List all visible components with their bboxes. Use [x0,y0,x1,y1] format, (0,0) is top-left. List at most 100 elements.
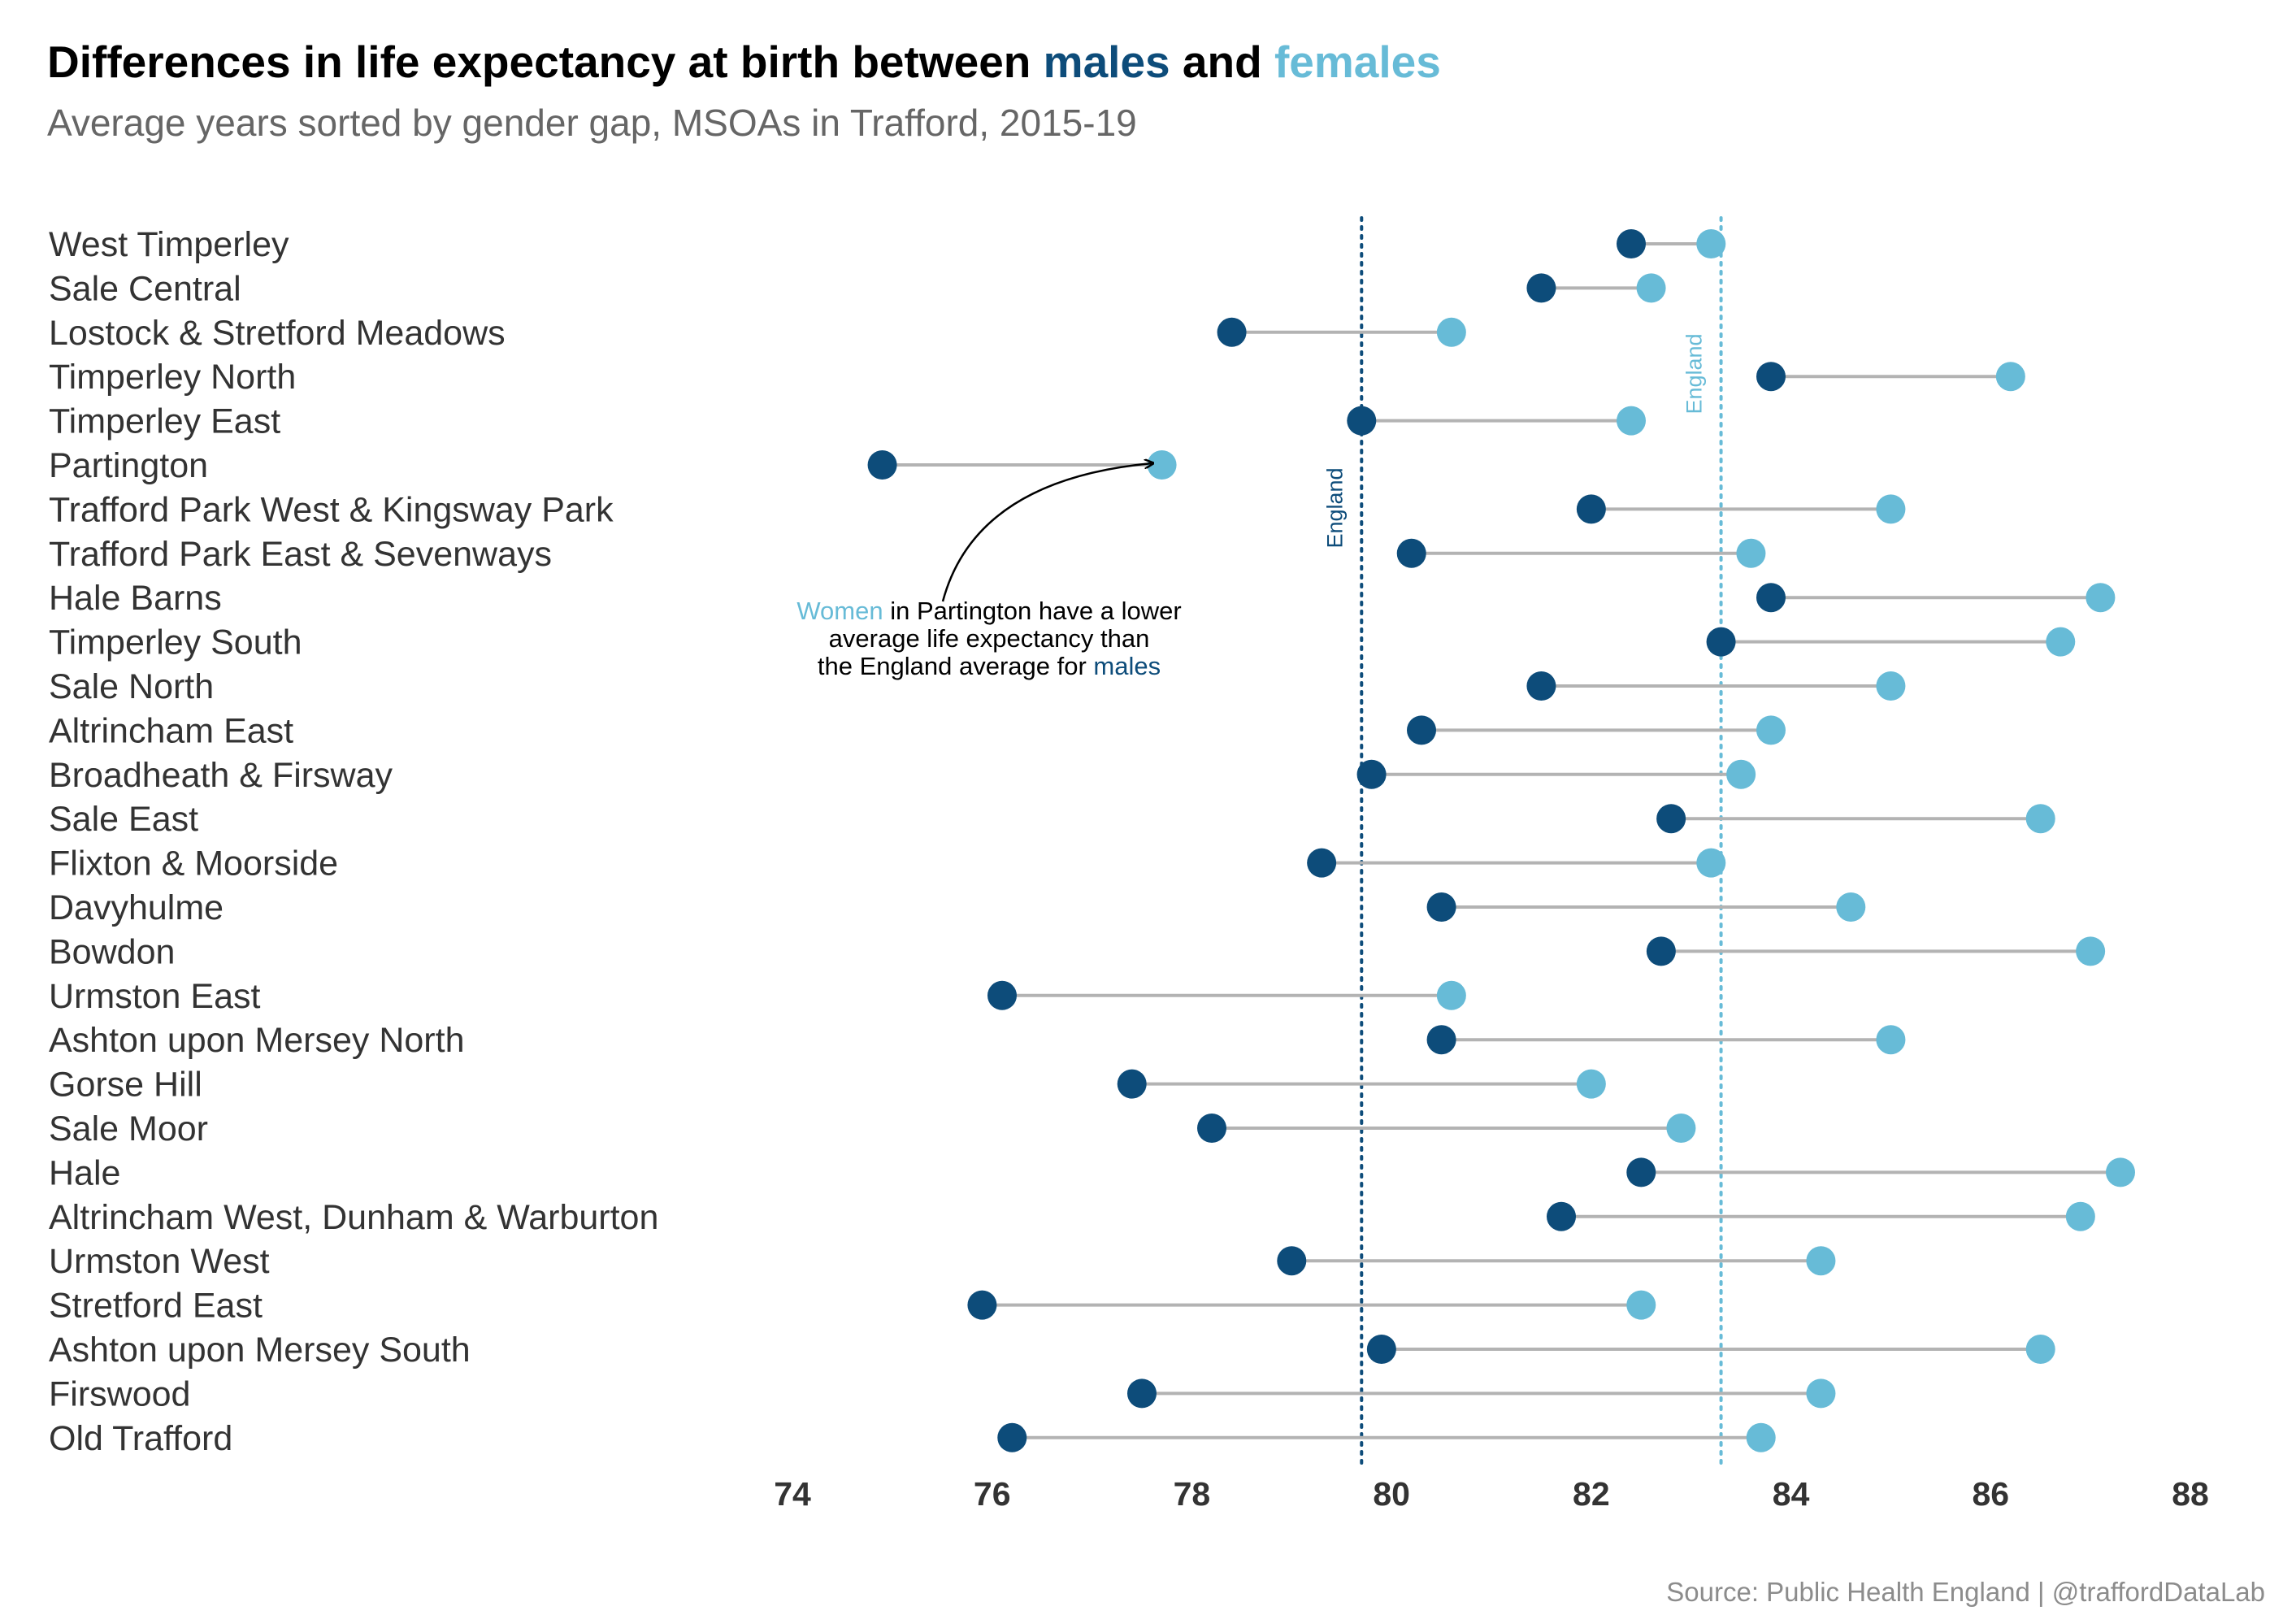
male-point [1117,1069,1147,1099]
category-label: Urmston West [49,1242,270,1281]
male-point [1217,317,1247,347]
male-point [1426,1025,1456,1055]
title-females: females [1274,37,1441,87]
category-label: Timperley North [49,358,296,397]
female-point [1876,671,1906,701]
male-point [1426,892,1456,922]
female-point [1696,229,1726,258]
category-label: Broadheath & Firsway [49,756,393,795]
category-label: Davyhulme [49,888,224,927]
title-prefix: Differences in life expectancy at birth … [47,37,1044,87]
annotation-males: males [1093,652,1161,680]
category-label: West Timperley [49,225,289,264]
male-point [1407,715,1436,745]
female-point [1736,538,1766,568]
category-label: Sale North [49,667,214,706]
male-point [1706,627,1736,657]
male-point [1197,1114,1226,1143]
title-males: males [1043,37,1170,87]
x-tick-label: 76 [974,1475,1011,1513]
female-point [1836,892,1866,922]
male-point [1277,1246,1307,1276]
category-label: Partington [49,446,208,485]
female-point [2025,1335,2055,1364]
male-point [1626,1157,1656,1187]
female-point [1666,1114,1696,1143]
category-label: Sale East [49,800,198,839]
female-point [1756,715,1786,745]
x-tick-label: 80 [1373,1475,1410,1513]
male-point [867,450,897,480]
annotation-arrow [941,463,1152,602]
annotation-line-3-prefix: the England average for [818,652,1094,680]
england-males-label: England [1322,467,1347,548]
x-tick-label: 88 [2172,1475,2209,1513]
female-point [1746,1422,1776,1452]
male-point [1576,494,1606,524]
category-label: Altrincham East [49,711,293,750]
male-point [1396,538,1426,568]
male-point [1127,1378,1157,1409]
x-axis-ticks: 74 76 78 80 82 84 86 88 [774,1475,2209,1513]
annotation-line-1-rest: in Partington have a lower [883,597,1182,625]
male-point [987,980,1017,1010]
male-point [1356,759,1387,789]
category-label: Sale Moor [49,1109,208,1148]
female-point [1436,980,1466,1010]
chart-title: Differences in life expectancy at birth … [47,36,1441,88]
female-point [1576,1069,1606,1099]
category-labels: West Timperley Sale Central Lostock & Stre… [49,225,658,1458]
male-point [1307,848,1337,878]
female-point [1995,362,2025,392]
female-point [1617,406,1646,436]
annotation-line-3: the England average for males [818,652,1161,680]
category-label: Trafford Park West & Kingsway Park [49,490,614,529]
x-tick-label: 74 [774,1475,811,1513]
connectors [882,242,2120,1439]
female-point [1806,1246,1836,1276]
category-label: Altrincham West, Dunham & Warburton [49,1198,658,1237]
x-tick-label: 82 [1573,1475,1610,1513]
x-tick-label: 78 [1174,1475,1211,1513]
male-point [1366,1335,1396,1364]
male-point [1756,362,1786,392]
female-point [1436,317,1466,347]
reference-lines: England England [1322,216,1723,1465]
female-point [2085,583,2116,613]
category-label: Urmston East [49,977,261,1016]
female-point [2076,936,2106,966]
category-label: Ashton upon Mersey North [49,1021,465,1060]
female-point [1876,1025,1906,1055]
female-point [1876,494,1906,524]
annotation-line-2: average life expectancy than [829,624,1150,653]
category-label: Bowdon [49,932,175,971]
category-label: Trafford Park East & Sevenways [49,535,552,574]
england-females-label: England [1682,333,1707,414]
female-point [2025,804,2055,834]
category-label: Sale Central [49,269,241,308]
title-and: and [1170,37,1274,87]
male-point [997,1422,1027,1452]
male-point [1547,1201,1576,1231]
male-point [1526,671,1556,701]
male-point [1526,273,1556,303]
annotation-line-1: Women in Partington have a lower [796,597,1181,625]
category-label: Firswood [49,1374,190,1413]
male-point [1656,804,1686,834]
source-caption: Source: Public Health England | @traffor… [1666,1577,2265,1607]
annotation: Women in Partington have a lower average… [796,463,1182,680]
female-point [1636,273,1666,303]
category-label: Gorse Hill [49,1066,202,1105]
x-tick-label: 86 [1972,1475,2009,1513]
annotation-women: Women [796,597,883,625]
points [867,229,2135,1452]
category-label: Flixton & Moorside [49,844,338,883]
category-label: Hale Barns [49,579,222,618]
female-point [1696,848,1726,878]
female-point [1726,759,1756,789]
male-point [1646,936,1676,966]
female-point [2065,1201,2095,1231]
category-label: Old Trafford [49,1419,232,1458]
chart-subtitle: Average years sorted by gender gap, MSOA… [47,102,1137,144]
